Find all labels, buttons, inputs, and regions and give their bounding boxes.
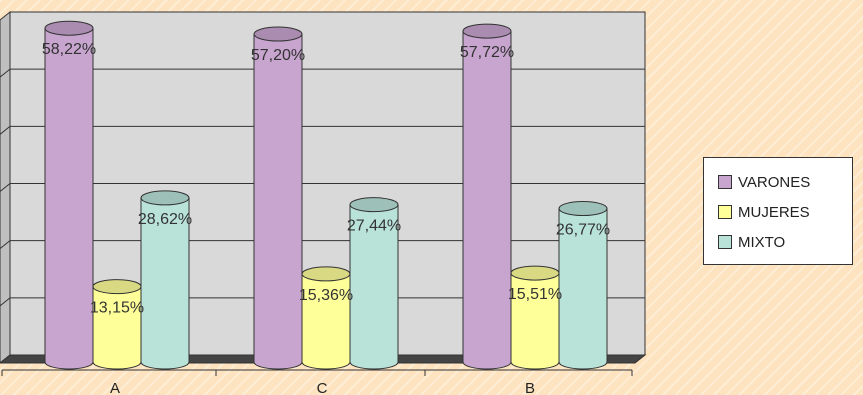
gridlines	[0, 68, 645, 307]
legend-swatch	[718, 175, 732, 189]
legend: VARONES MUJERES MIXTO	[703, 157, 853, 265]
x-tick-label: B	[525, 380, 535, 395]
bar-top	[253, 26, 303, 42]
bar	[510, 265, 560, 370]
legend-item: MUJERES	[718, 197, 852, 227]
bar-body	[301, 273, 351, 370]
bar-body	[558, 208, 608, 370]
data-label: 57,20%	[251, 47, 305, 64]
bar-body	[510, 272, 560, 370]
gridline	[0, 125, 11, 135]
bar	[301, 266, 351, 370]
x-tick-label: C	[317, 380, 328, 395]
bar-top	[462, 23, 512, 39]
bar-body	[462, 30, 512, 370]
bar-body	[92, 286, 142, 370]
legend-label: MUJERES	[738, 203, 810, 221]
data-label: 58,22%	[42, 41, 96, 58]
legend-label: MIXTO	[738, 233, 786, 251]
data-label: 57,72%	[460, 44, 514, 61]
legend-item: VARONES	[718, 167, 852, 197]
bar-body	[349, 204, 399, 370]
bar-top	[510, 265, 560, 281]
legend-label: VARONES	[738, 173, 811, 191]
bar-top	[558, 201, 608, 217]
legend-swatch	[718, 235, 732, 249]
legend-swatch	[718, 205, 732, 219]
gridline	[0, 240, 11, 250]
bar	[92, 279, 142, 370]
bar-top	[92, 279, 142, 295]
bars	[44, 20, 608, 370]
bar-top	[349, 197, 399, 213]
bar-body	[140, 197, 190, 370]
gridline	[0, 68, 11, 78]
gridline	[0, 297, 11, 307]
bar	[44, 20, 94, 370]
bar-top	[301, 266, 351, 282]
data-label: 13,15%	[90, 300, 144, 317]
bar	[462, 23, 512, 370]
bar-body	[253, 33, 303, 370]
data-label: 27,44%	[347, 218, 401, 235]
bar	[253, 26, 303, 370]
data-label: 26,77%	[556, 222, 610, 239]
data-labels: 58,22% 13,15% 28,62% 57,20% 15,36% 27,44% 57,7…	[42, 41, 610, 316]
bar-top	[140, 190, 190, 206]
gridline	[0, 183, 11, 192]
bar-top	[44, 20, 94, 36]
data-label: 28,62%	[138, 211, 192, 228]
bar-body	[44, 27, 94, 370]
bar	[349, 197, 399, 370]
bar	[140, 190, 190, 370]
data-label: 15,36%	[299, 287, 353, 304]
data-label: 15,51%	[508, 286, 562, 303]
legend-item: MIXTO	[718, 227, 852, 257]
x-tick-label: A	[110, 380, 120, 395]
bar	[558, 201, 608, 370]
